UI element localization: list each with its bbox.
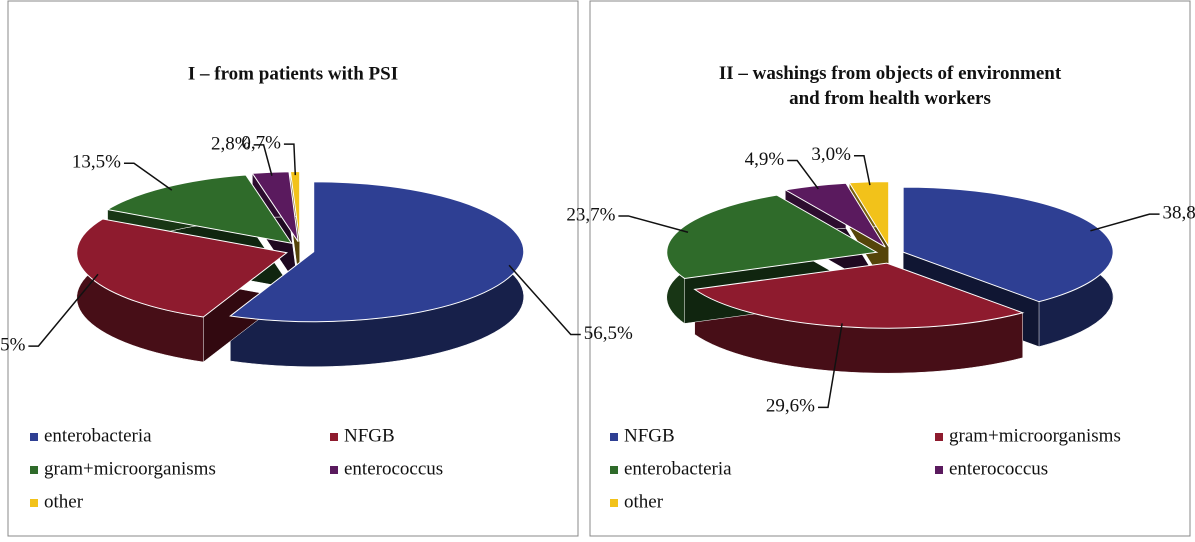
data-label: 2,8% (211, 133, 251, 154)
chart-title: II – washings from objects of environmen… (719, 63, 1062, 109)
data-label: 0,7% (241, 132, 281, 153)
leader-line (253, 144, 273, 176)
leader-line (853, 154, 871, 186)
legend-label: enterococcus (949, 458, 1048, 479)
leader-line (1090, 213, 1160, 232)
data-label: 56,5% (584, 323, 633, 344)
data-label: 29,6% (766, 396, 815, 417)
legend-label: other (624, 491, 664, 512)
legend-swatch (935, 433, 943, 441)
legend-swatch (330, 433, 338, 441)
slice (902, 186, 1114, 303)
data-label: 23,7% (566, 204, 615, 225)
slice (666, 194, 879, 279)
legend-swatch (330, 466, 338, 474)
legend-label: enterococcus (344, 458, 443, 479)
legend-swatch (30, 433, 38, 441)
legend-swatch (610, 499, 618, 507)
legend-label: enterobacteria (624, 458, 732, 479)
leader-line (28, 273, 99, 347)
legend-swatch (610, 466, 618, 474)
data-label: 13,5% (72, 152, 121, 173)
data-label: 26,5% (0, 334, 26, 355)
title-line: II – washings from objects of environmen… (719, 63, 1062, 84)
legend-label: gram+microorganisms (949, 425, 1121, 446)
leader-line (508, 264, 581, 336)
legend-swatch (935, 466, 943, 474)
data-label: 4,9% (745, 149, 785, 170)
title-line: and from health workers (789, 88, 991, 109)
slice (693, 262, 1025, 329)
leader-line (123, 162, 173, 191)
legend-label: enterobacteria (44, 425, 152, 446)
legend-swatch (610, 433, 618, 441)
legend-swatch (30, 466, 38, 474)
leader-line (283, 143, 297, 176)
data-label: 38,8% (1163, 202, 1195, 223)
legend-label: other (44, 491, 84, 512)
slice (76, 218, 288, 318)
slice (783, 182, 886, 248)
data-label: 3,0% (811, 144, 851, 165)
legend-label: NFGB (344, 425, 395, 446)
legend-label: gram+microorganisms (44, 458, 216, 479)
legend-swatch (30, 499, 38, 507)
legend-label: NFGB (624, 425, 675, 446)
leader-line (618, 215, 689, 234)
chart-title: I – from patients with PSI (188, 63, 398, 84)
leader-line (817, 323, 843, 409)
leader-line (787, 159, 819, 190)
slice (229, 181, 525, 323)
slice (106, 174, 293, 244)
